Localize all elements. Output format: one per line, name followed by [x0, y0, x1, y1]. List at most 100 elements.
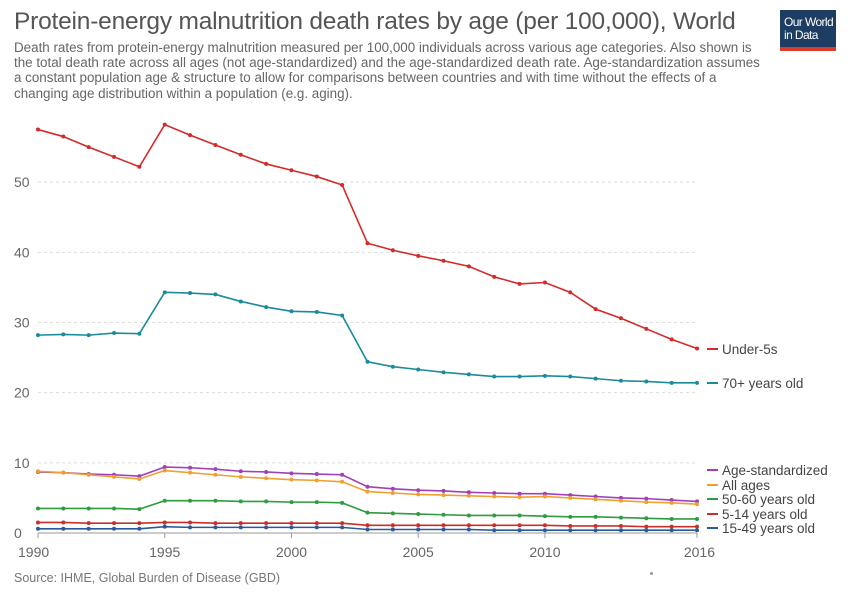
data-point[interactable]: [542, 514, 547, 519]
data-point[interactable]: [669, 380, 674, 385]
data-point[interactable]: [441, 493, 446, 498]
data-point[interactable]: [314, 478, 319, 483]
data-point[interactable]: [365, 489, 370, 494]
data-point[interactable]: [517, 491, 522, 496]
data-point[interactable]: [365, 359, 370, 364]
data-point[interactable]: [618, 515, 623, 520]
data-point[interactable]: [466, 523, 471, 528]
data-point[interactable]: [492, 523, 497, 528]
data-point[interactable]: [340, 472, 345, 477]
data-point[interactable]: [264, 476, 269, 481]
data-point[interactable]: [213, 525, 218, 530]
data-point[interactable]: [365, 523, 370, 528]
data-point[interactable]: [568, 374, 573, 379]
data-point[interactable]: [36, 333, 40, 338]
data-point[interactable]: [340, 525, 345, 530]
data-point[interactable]: [238, 525, 243, 530]
data-point[interactable]: [416, 367, 421, 372]
data-point[interactable]: [162, 290, 167, 295]
data-point[interactable]: [492, 491, 497, 496]
data-point[interactable]: [416, 523, 421, 528]
data-point[interactable]: [137, 521, 142, 526]
data-point[interactable]: [542, 280, 547, 285]
data-point[interactable]: [365, 484, 370, 489]
series-line-age-standardized[interactable]: [37, 466, 698, 503]
data-point[interactable]: [568, 493, 573, 498]
data-point[interactable]: [86, 506, 91, 511]
data-point[interactable]: [593, 497, 598, 502]
data-point[interactable]: [542, 494, 547, 499]
data-point[interactable]: [441, 258, 446, 263]
data-point[interactable]: [112, 154, 117, 159]
data-point[interactable]: [441, 512, 446, 517]
data-point[interactable]: [188, 520, 193, 525]
data-point[interactable]: [289, 521, 294, 526]
data-point[interactable]: [162, 122, 167, 127]
data-point[interactable]: [213, 498, 218, 503]
data-point[interactable]: [314, 525, 319, 530]
data-point[interactable]: [264, 161, 269, 166]
data-point[interactable]: [492, 374, 497, 379]
data-point[interactable]: [644, 496, 649, 501]
data-point[interactable]: [669, 516, 674, 521]
data-point[interactable]: [593, 494, 598, 499]
data-point[interactable]: [517, 528, 522, 533]
data-point[interactable]: [86, 521, 91, 526]
data-point[interactable]: [238, 469, 243, 474]
data-point[interactable]: [238, 152, 243, 157]
data-point[interactable]: [568, 290, 573, 295]
data-point[interactable]: [238, 299, 243, 304]
data-point[interactable]: [644, 524, 649, 529]
data-point[interactable]: [112, 506, 117, 511]
data-point[interactable]: [314, 521, 319, 526]
data-point[interactable]: [593, 523, 598, 528]
data-point[interactable]: [492, 528, 497, 533]
data-point[interactable]: [36, 127, 40, 132]
data-point[interactable]: [517, 523, 522, 528]
data-point[interactable]: [365, 510, 370, 515]
data-point[interactable]: [314, 472, 319, 477]
data-point[interactable]: [416, 512, 421, 517]
data-point[interactable]: [112, 521, 117, 526]
data-point[interactable]: [644, 379, 649, 384]
data-point[interactable]: [137, 474, 142, 479]
data-point[interactable]: [390, 511, 395, 516]
data-point[interactable]: [466, 372, 471, 377]
data-point[interactable]: [264, 525, 269, 530]
data-point[interactable]: [466, 264, 471, 269]
data-point[interactable]: [618, 523, 623, 528]
data-point[interactable]: [112, 526, 117, 531]
data-point[interactable]: [61, 332, 66, 337]
data-point[interactable]: [314, 174, 319, 179]
data-point[interactable]: [36, 526, 40, 531]
data-point[interactable]: [669, 337, 674, 342]
data-point[interactable]: [289, 500, 294, 505]
data-point[interactable]: [695, 528, 699, 533]
data-point[interactable]: [390, 491, 395, 496]
data-point[interactable]: [593, 376, 598, 381]
data-point[interactable]: [517, 281, 522, 286]
data-point[interactable]: [695, 524, 699, 529]
data-point[interactable]: [416, 488, 421, 493]
data-point[interactable]: [238, 521, 243, 526]
data-point[interactable]: [36, 506, 40, 511]
data-point[interactable]: [340, 182, 345, 187]
data-point[interactable]: [390, 248, 395, 253]
data-point[interactable]: [112, 474, 117, 479]
data-point[interactable]: [61, 470, 66, 475]
data-point[interactable]: [441, 527, 446, 532]
data-point[interactable]: [618, 495, 623, 500]
data-point[interactable]: [695, 499, 699, 504]
data-point[interactable]: [314, 500, 319, 505]
data-point[interactable]: [340, 521, 345, 526]
data-point[interactable]: [669, 524, 674, 529]
data-point[interactable]: [137, 507, 142, 512]
data-point[interactable]: [162, 520, 167, 525]
data-point[interactable]: [213, 472, 218, 477]
data-point[interactable]: [517, 513, 522, 518]
data-point[interactable]: [61, 520, 66, 525]
data-point[interactable]: [86, 472, 91, 477]
data-point[interactable]: [188, 465, 193, 470]
data-point[interactable]: [466, 513, 471, 518]
data-point[interactable]: [568, 528, 573, 533]
